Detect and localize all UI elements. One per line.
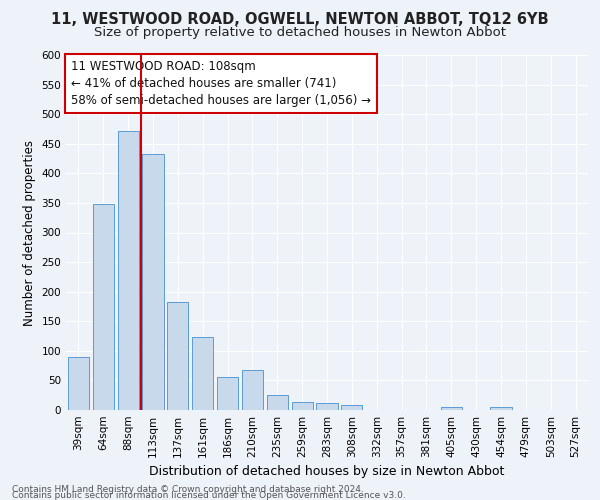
Text: 11, WESTWOOD ROAD, OGWELL, NEWTON ABBOT, TQ12 6YB: 11, WESTWOOD ROAD, OGWELL, NEWTON ABBOT,…: [51, 12, 549, 28]
Bar: [490, 407, 512, 410]
Bar: [441, 407, 462, 410]
X-axis label: Distribution of detached houses by size in Newton Abbot: Distribution of detached houses by size …: [149, 466, 505, 478]
Bar: [217, 378, 238, 410]
Bar: [142, 154, 164, 410]
Bar: [341, 406, 362, 410]
Bar: [242, 370, 263, 410]
Y-axis label: Number of detached properties: Number of detached properties: [23, 140, 36, 326]
Text: Contains HM Land Registry data © Crown copyright and database right 2024.: Contains HM Land Registry data © Crown c…: [12, 485, 364, 494]
Bar: [68, 357, 89, 410]
Bar: [267, 395, 288, 410]
Bar: [118, 130, 139, 410]
Bar: [292, 402, 313, 410]
Bar: [192, 337, 213, 410]
Bar: [167, 302, 188, 410]
Text: 11 WESTWOOD ROAD: 108sqm
← 41% of detached houses are smaller (741)
58% of semi-: 11 WESTWOOD ROAD: 108sqm ← 41% of detach…: [71, 60, 371, 108]
Text: Size of property relative to detached houses in Newton Abbot: Size of property relative to detached ho…: [94, 26, 506, 39]
Bar: [93, 204, 114, 410]
Text: Contains public sector information licensed under the Open Government Licence v3: Contains public sector information licen…: [12, 490, 406, 500]
Bar: [316, 403, 338, 410]
